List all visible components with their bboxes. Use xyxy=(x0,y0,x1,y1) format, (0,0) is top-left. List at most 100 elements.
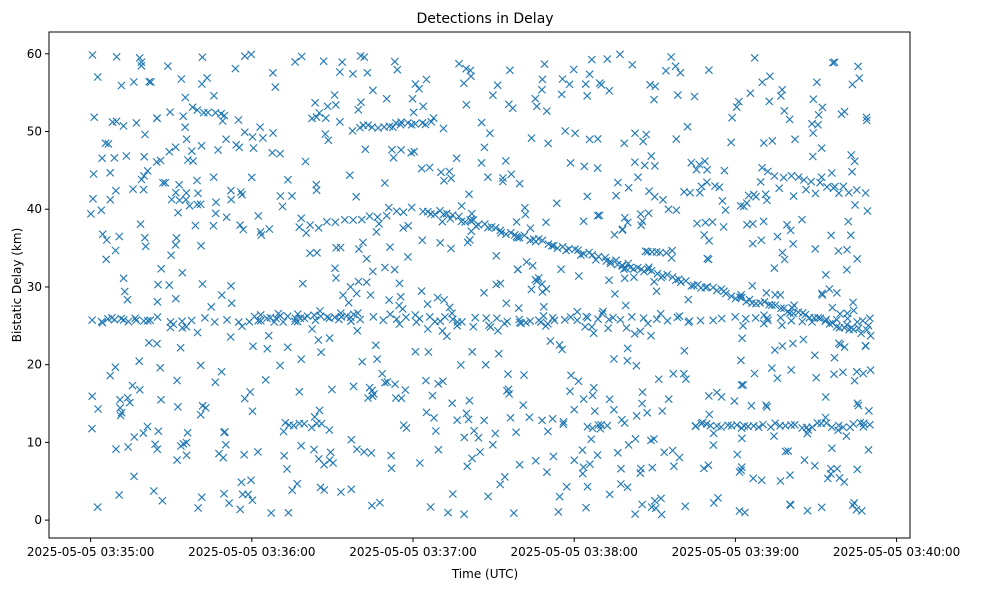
data-point xyxy=(549,452,558,461)
data-point xyxy=(663,270,672,279)
data-point xyxy=(754,423,763,432)
data-point xyxy=(263,314,271,323)
data-point xyxy=(604,324,613,333)
data-point xyxy=(620,419,629,428)
data-point xyxy=(438,377,447,386)
data-point xyxy=(833,464,842,473)
data-point xyxy=(650,496,659,505)
data-point xyxy=(842,432,851,441)
data-point xyxy=(605,86,614,95)
data-point xyxy=(364,394,372,402)
data-point xyxy=(684,295,693,304)
data-point xyxy=(642,130,651,139)
data-point xyxy=(624,183,633,192)
data-point xyxy=(356,123,364,132)
data-point xyxy=(135,357,144,366)
data-point xyxy=(823,474,832,483)
data-point xyxy=(802,185,810,194)
data-point xyxy=(380,378,389,387)
data-point xyxy=(508,104,517,113)
data-point xyxy=(590,407,599,416)
data-point xyxy=(652,287,661,296)
data-point xyxy=(855,74,864,83)
data-point xyxy=(336,309,345,318)
data-point xyxy=(616,50,624,59)
data-point xyxy=(86,209,95,218)
data-point xyxy=(827,444,836,453)
data-point xyxy=(391,394,400,402)
data-point xyxy=(276,192,285,200)
data-point xyxy=(818,103,827,112)
data-point xyxy=(183,428,192,437)
data-point xyxy=(640,161,649,170)
data-point xyxy=(194,189,202,198)
data-point xyxy=(293,310,302,319)
data-point xyxy=(94,405,103,413)
data-point xyxy=(175,196,184,205)
data-point xyxy=(527,134,536,143)
data-point xyxy=(237,478,246,487)
data-point xyxy=(145,338,153,347)
data-point xyxy=(173,456,182,465)
data-point xyxy=(276,361,285,370)
data-point xyxy=(613,178,622,187)
data-point xyxy=(531,275,540,284)
data-point xyxy=(135,385,144,394)
data-point xyxy=(209,91,218,100)
x-tick-label: 2025-05-05 03:35:00 xyxy=(27,545,154,559)
data-point xyxy=(198,53,207,62)
data-point xyxy=(605,395,614,404)
data-point xyxy=(814,110,823,119)
data-point xyxy=(847,151,856,159)
data-point xyxy=(857,329,866,338)
data-point xyxy=(428,391,437,400)
data-point xyxy=(702,178,711,187)
data-point xyxy=(399,224,408,232)
data-point xyxy=(373,213,382,222)
data-point xyxy=(313,248,321,257)
data-point xyxy=(825,319,834,328)
data-point xyxy=(658,271,667,280)
data-point xyxy=(137,58,146,67)
data-point xyxy=(812,373,821,382)
data-point xyxy=(708,218,717,226)
data-point xyxy=(594,252,603,261)
data-point xyxy=(306,249,314,258)
data-point xyxy=(538,416,547,425)
data-point xyxy=(573,316,582,325)
data-point xyxy=(482,314,491,323)
data-point xyxy=(784,447,793,456)
data-point xyxy=(467,227,476,236)
data-point xyxy=(263,344,272,353)
data-point xyxy=(117,81,126,90)
data-point xyxy=(631,510,640,519)
data-point xyxy=(728,113,737,122)
data-point xyxy=(583,192,592,201)
data-point xyxy=(438,326,447,335)
data-point xyxy=(278,202,287,211)
data-point xyxy=(314,223,323,232)
data-point xyxy=(538,280,546,289)
data-point xyxy=(580,162,589,171)
data-point xyxy=(814,313,823,322)
data-point xyxy=(790,301,799,310)
data-point xyxy=(459,79,468,88)
data-point xyxy=(146,316,155,325)
data-point xyxy=(854,324,863,333)
data-point xyxy=(110,153,119,162)
data-point xyxy=(778,248,787,257)
data-point xyxy=(240,394,249,403)
plot-frame xyxy=(48,31,911,539)
data-point xyxy=(700,157,709,166)
data-point xyxy=(578,469,587,478)
data-point xyxy=(709,499,718,507)
data-point xyxy=(588,391,597,400)
data-point xyxy=(196,200,205,209)
data-point xyxy=(810,351,819,360)
data-point xyxy=(480,288,488,297)
data-point xyxy=(330,313,339,322)
data-point xyxy=(844,188,853,197)
data-point xyxy=(209,221,218,230)
data-point xyxy=(502,230,510,239)
data-point xyxy=(214,146,223,154)
